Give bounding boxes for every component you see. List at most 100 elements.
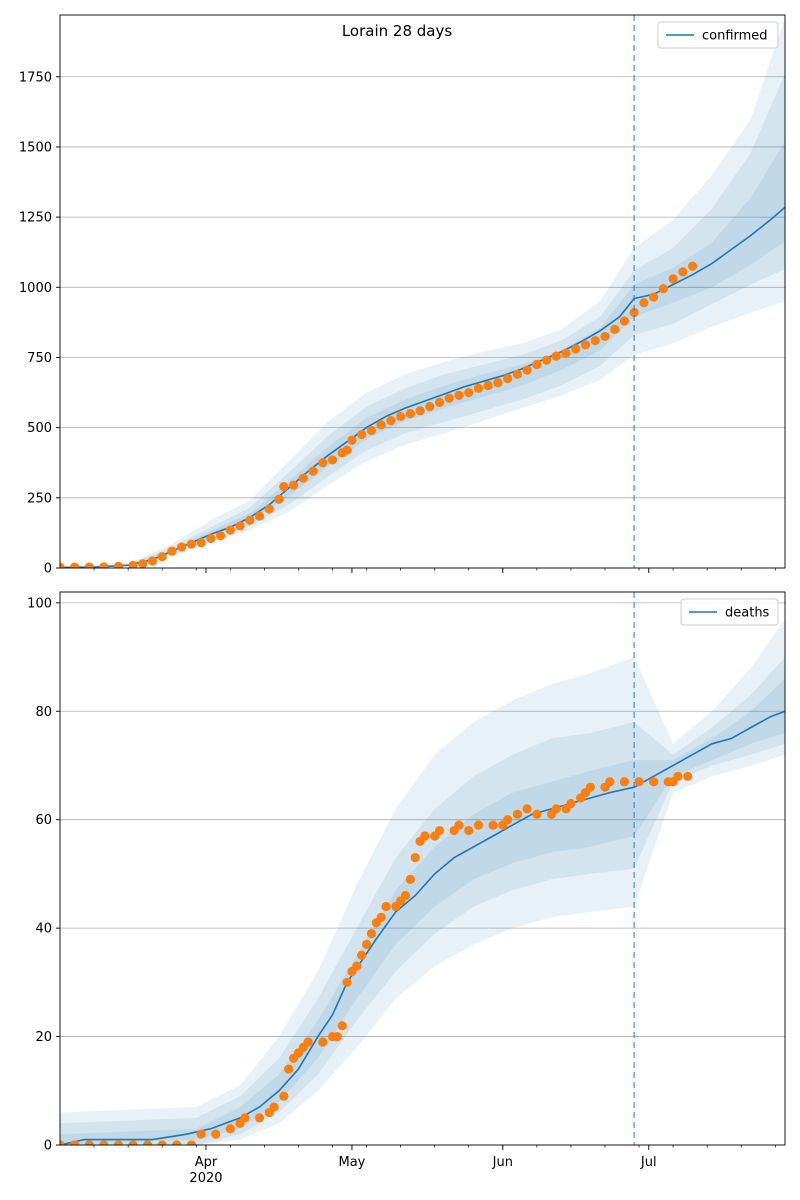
- observed-point: [503, 815, 513, 825]
- confidence-band: [60, 619, 785, 1145]
- observed-point: [503, 373, 513, 384]
- legend-box: [657, 21, 779, 49]
- observed-point: [619, 316, 630, 326]
- observed-point: [113, 1140, 123, 1145]
- observed-point: [157, 1140, 167, 1145]
- x-tick-label: Apr: [195, 1155, 218, 1170]
- confidence-band: [60, 678, 785, 1145]
- observed-point: [605, 777, 615, 787]
- observed-point: [206, 533, 216, 544]
- confidence-band: [60, 17, 785, 568]
- y-tick-label: 1250: [19, 211, 52, 226]
- observed-point: [308, 466, 318, 476]
- observed-point: [551, 351, 561, 361]
- observed-point: [357, 430, 367, 440]
- observed-point: [342, 977, 352, 987]
- observed-point: [99, 1140, 109, 1145]
- observed-point: [264, 504, 274, 514]
- x-tick-label: Jun: [492, 1155, 513, 1170]
- y-tick-label: 0: [44, 562, 52, 577]
- observed-point: [585, 782, 595, 792]
- observed-point: [420, 831, 430, 841]
- confidence-band: [60, 73, 785, 568]
- observed-point: [337, 1021, 347, 1031]
- observed-point: [687, 261, 698, 271]
- observed-point: [60, 562, 65, 568]
- observed-point: [366, 425, 377, 436]
- observed-point: [473, 820, 484, 830]
- plot-area: [60, 17, 785, 568]
- observed-point: [269, 1102, 279, 1112]
- figure-title: Lorain 28 days: [342, 22, 453, 40]
- confirmed-panel: 0 250 500 750 1000 1250 1500 1750 confirmed: [19, 14, 786, 577]
- observed-point: [566, 798, 576, 809]
- observed-point: [288, 480, 299, 490]
- observed-point: [298, 473, 308, 483]
- observed-point: [532, 359, 542, 370]
- observed-point: [639, 298, 649, 308]
- observed-point: [225, 525, 235, 535]
- observed-point: [128, 560, 138, 568]
- observed-point: [347, 435, 357, 445]
- observed-point: [84, 1140, 94, 1145]
- observed-point: [551, 804, 561, 814]
- observed-point: [512, 809, 522, 819]
- observed-point: [167, 546, 177, 556]
- observed-point: [678, 267, 688, 277]
- y-tick-label: 750: [27, 351, 52, 366]
- observed-point: [668, 274, 678, 284]
- observed-point: [673, 771, 683, 781]
- observed-point: [522, 804, 532, 814]
- observed-point: [279, 1091, 289, 1101]
- observed-point: [415, 406, 425, 416]
- observed-point: [444, 393, 454, 403]
- observed-point: [172, 1140, 182, 1145]
- observed-point: [99, 562, 109, 568]
- observed-point: [512, 369, 522, 379]
- legend-box: [680, 598, 779, 626]
- observed-point: [352, 961, 362, 971]
- observed-point: [84, 562, 94, 568]
- observed-point: [649, 777, 659, 787]
- y-tick-label: 1750: [19, 70, 52, 85]
- observed-point: [142, 1140, 153, 1145]
- legend-label: deaths: [725, 606, 770, 621]
- observed-point: [386, 416, 396, 426]
- y-tick-label: 1000: [19, 281, 52, 296]
- observed-point: [464, 825, 474, 836]
- observed-point: [683, 771, 693, 781]
- observed-point: [434, 397, 445, 407]
- x-tick-label: May: [339, 1155, 366, 1170]
- observed-point: [376, 912, 386, 922]
- observed-point: [235, 521, 245, 531]
- x-tick-sublabel: 2020: [189, 1171, 222, 1186]
- observed-point: [454, 820, 464, 830]
- observed-point: [357, 950, 367, 960]
- observed-point: [658, 284, 668, 294]
- observed-point: [211, 1129, 221, 1139]
- observed-point: [177, 542, 187, 552]
- y-tick-label: 1500: [19, 140, 52, 155]
- observed-point: [619, 777, 630, 787]
- observed-point: [483, 380, 493, 391]
- observed-point: [473, 383, 484, 393]
- observed-point: [157, 552, 167, 562]
- observed-point: [610, 324, 620, 334]
- observed-point: [69, 562, 80, 568]
- observed-point: [400, 891, 411, 901]
- axes-frame: [59, 14, 786, 569]
- observed-point: [279, 481, 289, 492]
- observed-point: [254, 1113, 265, 1123]
- y-tick-label: 0: [44, 1139, 52, 1154]
- observed-point: [138, 559, 148, 568]
- observed-point: [196, 1129, 206, 1139]
- observed-point: [629, 307, 639, 318]
- observed-point: [434, 825, 445, 836]
- observed-point: [405, 409, 415, 419]
- observed-point: [376, 420, 386, 430]
- observed-point: [396, 411, 406, 422]
- observed-point: [342, 445, 352, 455]
- observed-point: [464, 387, 474, 398]
